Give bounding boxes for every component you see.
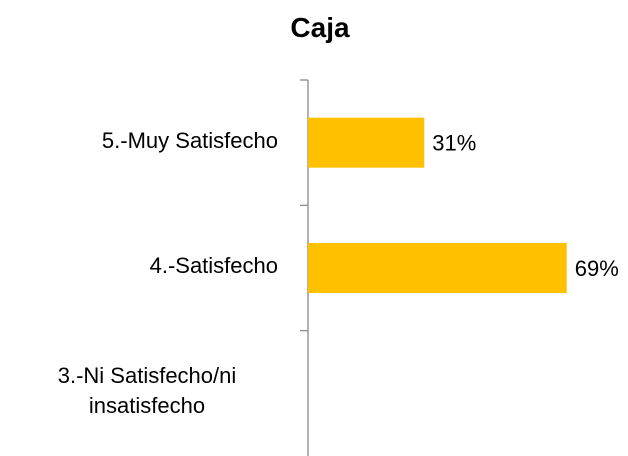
y-tick-label: 3.-Ni Satisfecho/ni insatisfecho (57, 363, 237, 419)
bar (308, 243, 567, 293)
y-tick-label: 4.-Satisfecho (149, 253, 278, 278)
chart-title: Caja (290, 12, 350, 43)
y-tick-label: 5.-Muy Satisfecho (101, 127, 278, 153)
data-label: 31% (432, 130, 476, 155)
bar (308, 117, 425, 168)
data-label: 69% (575, 256, 619, 281)
